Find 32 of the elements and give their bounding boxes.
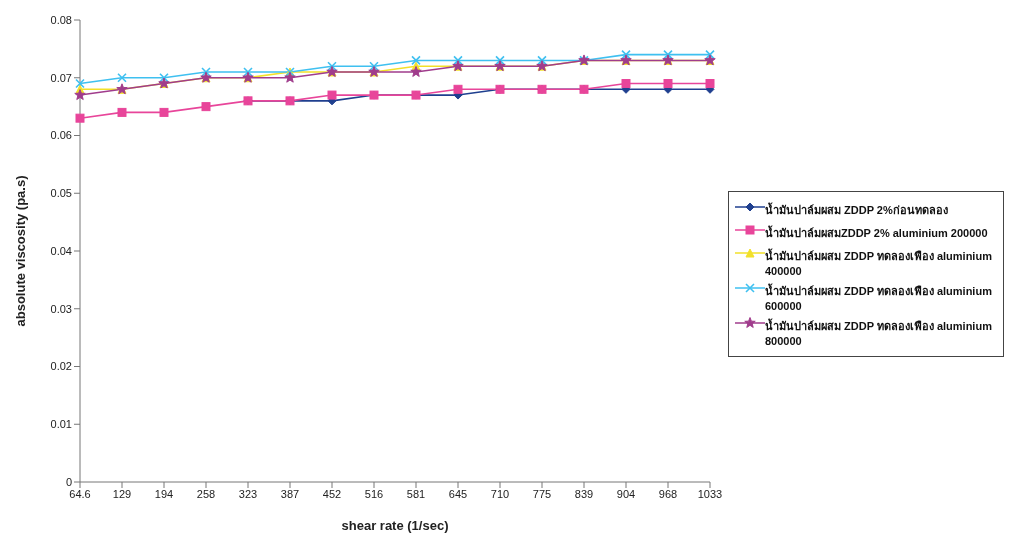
x-axis-title: shear rate (1/sec) [341, 518, 449, 533]
y-axis-title: absolute viscosity (pa.s) [12, 175, 28, 327]
x-tick-label: 904 [616, 487, 636, 500]
x-tick-label: 581 [406, 487, 426, 500]
legend-label: น้ำมันปาล์มผสม ZDDP ทดลองเฟือง aluminium 400000 [765, 247, 993, 277]
y-tick-label: 0.04 [50, 244, 72, 257]
y-tick-label: 0 [65, 475, 72, 488]
y-tick-label: 0.01 [50, 418, 72, 431]
y-tick-label: 0.05 [50, 187, 72, 200]
y-tick-label: 0.08 [50, 13, 72, 26]
x-tick-label: 710 [490, 487, 510, 500]
x-tick-label: 323 [238, 487, 258, 500]
x-tick-label: 194 [154, 487, 174, 500]
legend-label: น้ำมันปาล์มผสม ZDDP ทดลองเฟือง aluminium 600000 [765, 282, 993, 312]
x-tick-label: 968 [658, 487, 678, 500]
legend-label: น้ำมันปาล์มผสมZDDP 2% aluminium 200000 [765, 224, 988, 241]
x-tick-label: 452 [322, 487, 342, 500]
x-tick-label: 516 [364, 487, 384, 500]
x-tick-label: 645 [448, 487, 468, 500]
legend-label: น้ำมันปาล์มผสม ZDDP ทดลองเฟือง aluminium 800000 [765, 317, 993, 347]
x-tick-label: 258 [196, 487, 216, 500]
y-tick-label: 0.07 [50, 71, 72, 84]
x-tick-label: 129 [112, 487, 132, 500]
x-tick-label: 1033 [697, 487, 723, 500]
y-tick-label: 0.03 [50, 302, 72, 315]
y-tick-label: 0.06 [50, 129, 72, 142]
x-tick-label: 839 [574, 487, 594, 500]
x-tick-label: 775 [532, 487, 552, 500]
y-tick-label: 0.02 [50, 360, 72, 373]
x-tick-label: 64.6 [69, 487, 91, 500]
x-tick-label: 387 [280, 487, 300, 500]
legend-label: น้ำมันปาล์มผสม ZDDP 2%ก่อนทดลอง [765, 201, 948, 218]
